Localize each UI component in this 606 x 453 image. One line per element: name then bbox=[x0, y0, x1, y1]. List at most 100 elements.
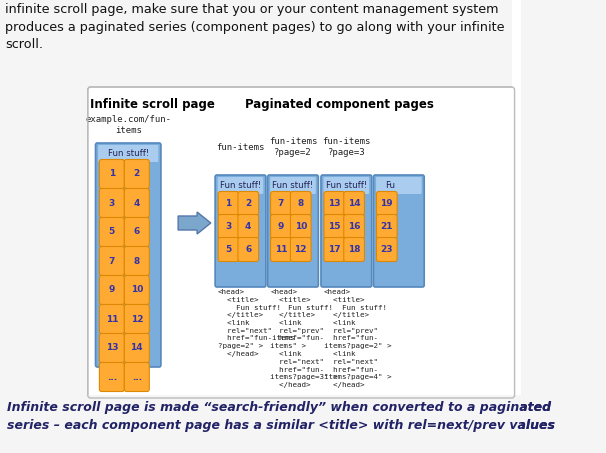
Text: 14: 14 bbox=[348, 199, 361, 208]
Bar bbox=[512, 0, 606, 453]
Text: 12: 12 bbox=[295, 245, 307, 254]
Text: 1: 1 bbox=[108, 169, 115, 178]
Text: 5: 5 bbox=[225, 245, 231, 254]
FancyBboxPatch shape bbox=[271, 237, 291, 261]
FancyBboxPatch shape bbox=[124, 159, 149, 188]
Text: 7: 7 bbox=[278, 199, 284, 208]
FancyBboxPatch shape bbox=[124, 333, 149, 362]
Text: 8: 8 bbox=[134, 256, 140, 265]
FancyBboxPatch shape bbox=[324, 237, 345, 261]
FancyBboxPatch shape bbox=[290, 192, 311, 216]
Text: <head>
  <title>
    Fun stuff!
  </title>
  <link
  rel="prev"
  href="fun-
ite: <head> <title> Fun stuff! </title> <link… bbox=[270, 289, 338, 388]
FancyBboxPatch shape bbox=[324, 215, 345, 238]
Text: Fun stuff!: Fun stuff! bbox=[108, 149, 149, 158]
Text: 17: 17 bbox=[328, 245, 341, 254]
Text: 19: 19 bbox=[381, 199, 393, 208]
FancyBboxPatch shape bbox=[218, 237, 239, 261]
Text: Fun stuff!: Fun stuff! bbox=[220, 181, 261, 190]
FancyBboxPatch shape bbox=[238, 237, 259, 261]
FancyBboxPatch shape bbox=[124, 304, 149, 333]
Text: 14: 14 bbox=[130, 343, 143, 352]
Text: 10: 10 bbox=[295, 222, 307, 231]
FancyBboxPatch shape bbox=[218, 215, 239, 238]
FancyBboxPatch shape bbox=[99, 188, 124, 217]
FancyBboxPatch shape bbox=[290, 237, 311, 261]
FancyBboxPatch shape bbox=[98, 145, 158, 162]
Text: 11: 11 bbox=[275, 245, 287, 254]
Text: <head>
  <title>
    Fun stuff!
  </title>
  <link
  rel="prev"
  href="fun-
ite: <head> <title> Fun stuff! </title> <link… bbox=[324, 289, 391, 388]
Text: 4: 4 bbox=[245, 222, 251, 231]
Text: 9: 9 bbox=[108, 285, 115, 294]
FancyBboxPatch shape bbox=[376, 177, 422, 194]
Text: 13: 13 bbox=[105, 343, 118, 352]
Text: 6: 6 bbox=[134, 227, 140, 236]
Text: 1: 1 bbox=[225, 199, 231, 208]
Text: Fun stuff!: Fun stuff! bbox=[325, 181, 367, 190]
FancyBboxPatch shape bbox=[344, 237, 364, 261]
Text: ...: ... bbox=[132, 372, 142, 381]
Text: Infinite scroll page is made “search-friendly” when converted to a paginated
ser: Infinite scroll page is made “search-fri… bbox=[7, 401, 555, 432]
Text: fun-items
?page=3: fun-items ?page=3 bbox=[322, 137, 370, 157]
Text: Paginated component pages: Paginated component pages bbox=[245, 98, 435, 111]
Text: 18: 18 bbox=[348, 245, 361, 254]
Text: 10: 10 bbox=[131, 285, 143, 294]
Text: <head>
  <title>
    Fun stuff!
  </title>
  <link
  rel="next"
  href="fun-item: <head> <title> Fun stuff! </title> <link… bbox=[218, 289, 294, 357]
FancyBboxPatch shape bbox=[344, 192, 364, 216]
FancyBboxPatch shape bbox=[238, 192, 259, 216]
FancyBboxPatch shape bbox=[99, 217, 124, 246]
FancyBboxPatch shape bbox=[124, 217, 149, 246]
Text: 8: 8 bbox=[298, 199, 304, 208]
FancyBboxPatch shape bbox=[376, 215, 397, 238]
Text: 2: 2 bbox=[134, 169, 140, 178]
FancyBboxPatch shape bbox=[321, 175, 371, 287]
FancyBboxPatch shape bbox=[88, 87, 514, 398]
Text: example.com/fun-
items: example.com/fun- items bbox=[85, 116, 171, 135]
Text: Fu: Fu bbox=[385, 181, 396, 190]
FancyBboxPatch shape bbox=[270, 177, 316, 194]
Text: Infinite scroll page is made “search-friendly” when converted to a paginated
ser: Infinite scroll page is made “search-fri… bbox=[7, 401, 555, 432]
Text: fun-items
?page=2: fun-items ?page=2 bbox=[269, 137, 317, 157]
Text: infinite scroll page, make sure that you or your content management system
produ: infinite scroll page, make sure that you… bbox=[5, 3, 505, 51]
FancyBboxPatch shape bbox=[96, 143, 161, 367]
Text: 4: 4 bbox=[134, 198, 140, 207]
Text: 16: 16 bbox=[348, 222, 361, 231]
Text: 6: 6 bbox=[245, 245, 251, 254]
Polygon shape bbox=[178, 212, 211, 234]
FancyBboxPatch shape bbox=[376, 192, 397, 216]
Text: 7: 7 bbox=[108, 256, 115, 265]
Text: 21: 21 bbox=[381, 222, 393, 231]
Text: 3: 3 bbox=[108, 198, 115, 207]
FancyBboxPatch shape bbox=[99, 333, 124, 362]
Bar bbox=[0, 395, 521, 453]
FancyBboxPatch shape bbox=[99, 304, 124, 333]
FancyBboxPatch shape bbox=[99, 246, 124, 275]
Text: 11: 11 bbox=[105, 314, 118, 323]
Text: 12: 12 bbox=[130, 314, 143, 323]
FancyBboxPatch shape bbox=[373, 175, 424, 287]
FancyBboxPatch shape bbox=[268, 175, 318, 287]
FancyBboxPatch shape bbox=[99, 275, 124, 304]
Text: fun-items: fun-items bbox=[216, 143, 265, 151]
Text: 15: 15 bbox=[328, 222, 341, 231]
Text: Fun stuff!: Fun stuff! bbox=[272, 181, 314, 190]
Text: 2: 2 bbox=[245, 199, 251, 208]
FancyBboxPatch shape bbox=[99, 159, 124, 188]
FancyBboxPatch shape bbox=[271, 192, 291, 216]
FancyBboxPatch shape bbox=[324, 177, 369, 194]
FancyBboxPatch shape bbox=[99, 362, 124, 391]
Text: ...: ... bbox=[107, 372, 117, 381]
FancyBboxPatch shape bbox=[124, 188, 149, 217]
Text: 9: 9 bbox=[278, 222, 284, 231]
Text: Infinite scroll page: Infinite scroll page bbox=[90, 98, 215, 111]
Text: 5: 5 bbox=[108, 227, 115, 236]
FancyBboxPatch shape bbox=[324, 192, 345, 216]
FancyBboxPatch shape bbox=[124, 275, 149, 304]
FancyBboxPatch shape bbox=[124, 246, 149, 275]
Text: 13: 13 bbox=[328, 199, 341, 208]
FancyBboxPatch shape bbox=[218, 192, 239, 216]
FancyBboxPatch shape bbox=[271, 215, 291, 238]
FancyBboxPatch shape bbox=[215, 175, 266, 287]
FancyBboxPatch shape bbox=[344, 215, 364, 238]
FancyBboxPatch shape bbox=[238, 215, 259, 238]
Text: 3: 3 bbox=[225, 222, 231, 231]
